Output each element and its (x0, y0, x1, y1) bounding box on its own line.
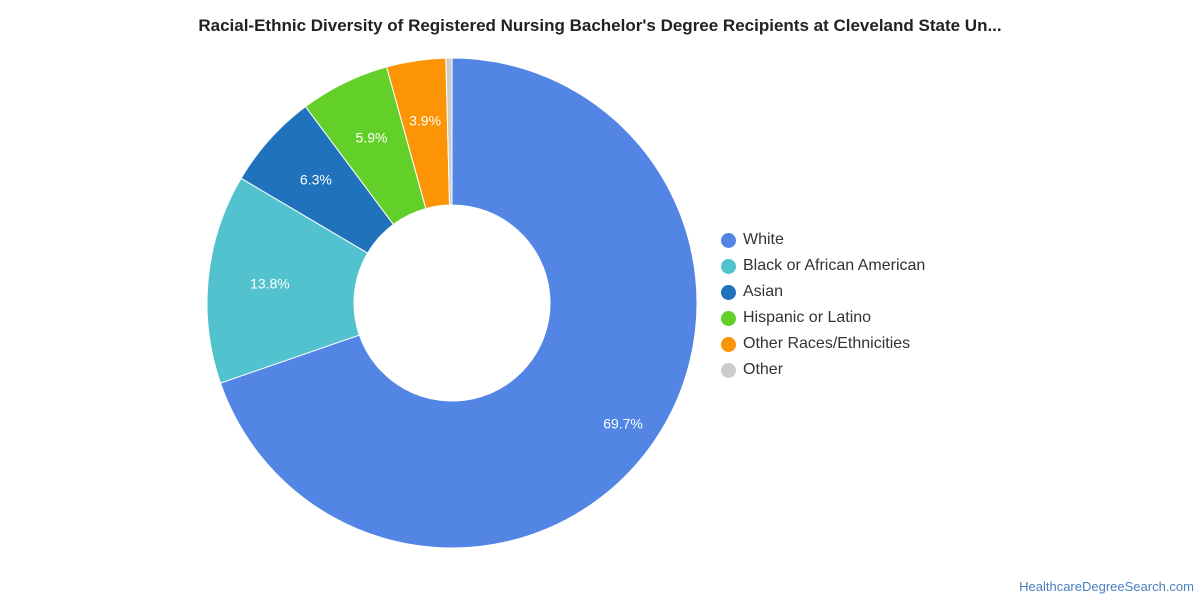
legend-marker-icon (721, 310, 736, 326)
data-label: 69.7% (603, 416, 643, 432)
legend-item-black-or-african-american[interactable]: Black or African American (721, 253, 925, 279)
legend-label: Black or African American (743, 257, 926, 274)
data-label: 13.8% (250, 275, 290, 291)
legend-marker-icon (721, 336, 736, 352)
legend-marker-icon (721, 284, 736, 300)
slice-other[interactable] (445, 57, 453, 206)
data-label: 3.9% (409, 113, 441, 129)
slice-white[interactable] (219, 57, 698, 549)
chart-title: Racial-Ethnic Diversity of Registered Nu… (198, 16, 1002, 35)
legend-marker-icon (721, 232, 736, 248)
chart-legend: White Black or African American Asian Hispa… (721, 227, 925, 383)
legend-item-other-races-ethnicities[interactable]: Other Races/Ethnicities (721, 331, 925, 357)
legend-label: White (743, 231, 784, 248)
legend-item-white[interactable]: White (721, 227, 925, 253)
legend-marker-icon (721, 362, 736, 378)
legend-item-asian[interactable]: Asian (721, 279, 925, 305)
data-label: 6.3% (300, 171, 332, 187)
legend-label: Other (743, 361, 784, 378)
legend-marker-icon (721, 258, 736, 274)
legend-label: Asian (743, 283, 784, 300)
site-credit-link[interactable]: HealthcareDegreeSearch.com (1019, 579, 1194, 594)
legend-item-other[interactable]: Other (721, 357, 925, 383)
legend-item-hispanic-or-latino[interactable]: Hispanic or Latino (721, 305, 925, 331)
data-label: 5.9% (356, 129, 388, 145)
legend-label: Other Races/Ethnicities (743, 335, 911, 352)
legend-label: Hispanic or Latino (743, 309, 872, 326)
